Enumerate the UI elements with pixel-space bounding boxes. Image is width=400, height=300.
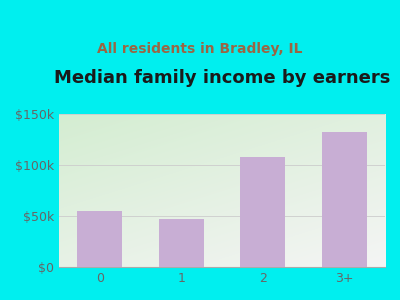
- Bar: [77, 211, 122, 267]
- Bar: [159, 219, 204, 267]
- Title: Median family income by earners: Median family income by earners: [54, 69, 390, 87]
- Bar: [322, 132, 367, 267]
- Text: All residents in Bradley, IL: All residents in Bradley, IL: [97, 43, 303, 56]
- Bar: [240, 157, 285, 267]
